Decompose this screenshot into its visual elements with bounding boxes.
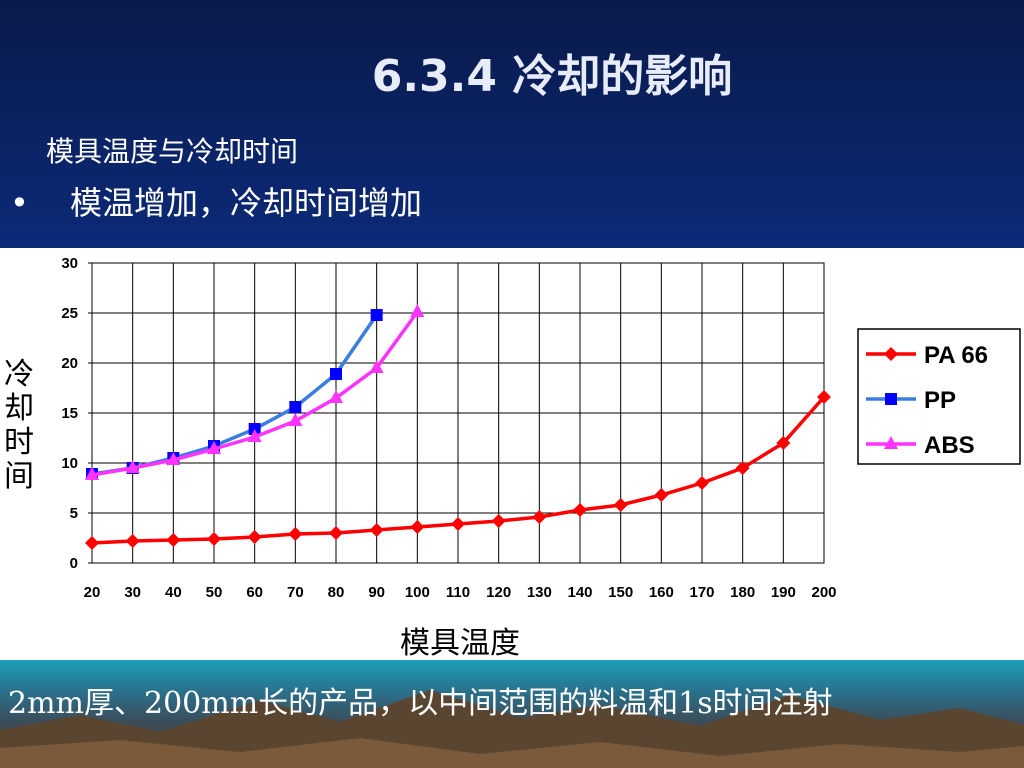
data-point: [248, 423, 261, 435]
data-point: [613, 498, 628, 512]
data-point: [369, 523, 384, 537]
y-tick-label: 25: [61, 305, 78, 322]
data-point: [329, 390, 343, 403]
y-tick-label: 10: [61, 455, 78, 472]
slide-title: 6.3.4 冷却的影响: [371, 51, 733, 102]
data-point: [288, 413, 303, 426]
x-tick-label: 200: [811, 584, 836, 601]
data-point: [289, 401, 302, 413]
data-point: [573, 503, 587, 517]
x-tick-label: 160: [649, 584, 674, 601]
data-point: [330, 368, 342, 380]
y-tick-label: 5: [70, 505, 78, 522]
data-point: [410, 520, 425, 534]
legend-label: PP: [924, 387, 956, 414]
x-tick-label: 80: [328, 584, 345, 601]
legend-label: ABS: [924, 432, 975, 459]
footer-note: 2mm厚、200mm长的产品，以中间范围的料温和1s时间注射: [8, 686, 833, 721]
x-tick-label: 60: [246, 584, 263, 601]
data-point: [817, 390, 831, 404]
data-point: [329, 526, 343, 540]
x-axis-label: 模具温度: [400, 626, 520, 661]
legend-marker: [884, 347, 898, 361]
x-tick-label: 140: [567, 584, 592, 601]
x-tick-label: 170: [689, 584, 714, 601]
data-point: [491, 514, 506, 528]
data-point: [166, 533, 181, 547]
bullet-text: 模温增加，冷却时间增加: [70, 184, 423, 222]
x-tick-label: 100: [405, 584, 430, 601]
legend-marker: [884, 436, 898, 449]
header-background: [0, 0, 1024, 248]
data-point: [247, 429, 262, 442]
x-tick-label: 130: [527, 584, 552, 601]
x-tick-label: 150: [608, 584, 633, 601]
y-axis-label: 冷却时间: [4, 357, 34, 494]
data-point: [532, 510, 547, 524]
data-point: [125, 534, 140, 548]
x-tick-label: 50: [206, 584, 223, 601]
x-tick-label: 30: [124, 584, 141, 601]
x-tick-label: 90: [368, 584, 385, 601]
data-point: [207, 441, 221, 454]
data-point: [288, 527, 303, 541]
data-point: [451, 517, 465, 531]
x-tick-label: 20: [84, 584, 101, 601]
x-tick-label: 180: [730, 584, 755, 601]
legend-label: PA 66: [924, 342, 988, 369]
data-point: [85, 536, 99, 550]
y-tick-label: 20: [61, 355, 78, 372]
legend-marker: [885, 393, 897, 405]
data-point: [166, 452, 181, 465]
x-tick-label: 70: [287, 584, 304, 601]
y-tick-label: 30: [61, 255, 78, 272]
data-point: [695, 476, 709, 490]
y-tick-label: 15: [61, 405, 78, 422]
y-tick-label: 0: [70, 555, 78, 572]
data-point: [654, 488, 669, 502]
data-point: [776, 436, 791, 450]
data-point: [735, 461, 750, 475]
x-tick-label: 120: [486, 584, 511, 601]
x-tick-label: 40: [165, 584, 182, 601]
slide-subtitle: 模具温度与冷却时间: [46, 135, 299, 168]
data-point: [370, 309, 383, 321]
data-point: [247, 530, 262, 544]
footer-background: [0, 660, 1024, 768]
data-point: [410, 304, 425, 317]
data-point: [369, 360, 384, 373]
data-point: [85, 467, 99, 480]
data-point: [207, 532, 221, 546]
bullet-marker: •: [10, 184, 29, 222]
x-tick-label: 190: [771, 584, 796, 601]
mountain-graphic: [0, 690, 1024, 768]
bullet-item: • 模温增加，冷却时间增加: [10, 178, 422, 224]
x-tick-label: 110: [446, 584, 470, 601]
data-point: [125, 460, 140, 473]
